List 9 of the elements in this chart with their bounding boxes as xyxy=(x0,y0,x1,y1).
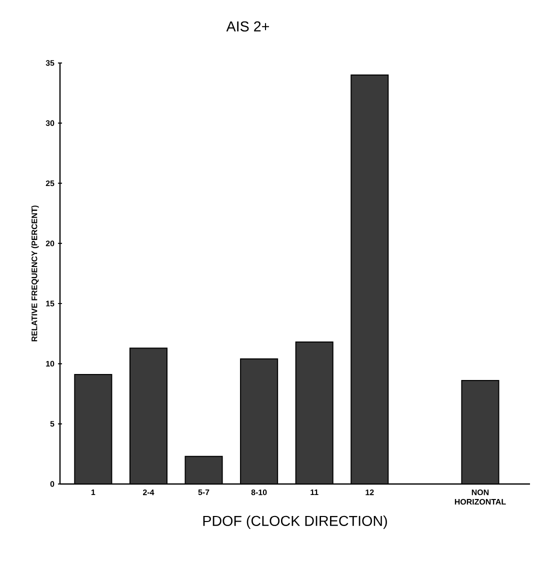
bar xyxy=(461,380,500,484)
bar xyxy=(240,358,278,484)
bar xyxy=(185,456,222,484)
x-axis-title: PDOF (CLOCK DIRECTION) xyxy=(203,515,387,529)
bar xyxy=(74,374,112,484)
bar xyxy=(130,348,167,484)
bar xyxy=(296,342,333,484)
bar xyxy=(351,75,388,484)
chart-title: AIS 2+ xyxy=(226,21,270,32)
